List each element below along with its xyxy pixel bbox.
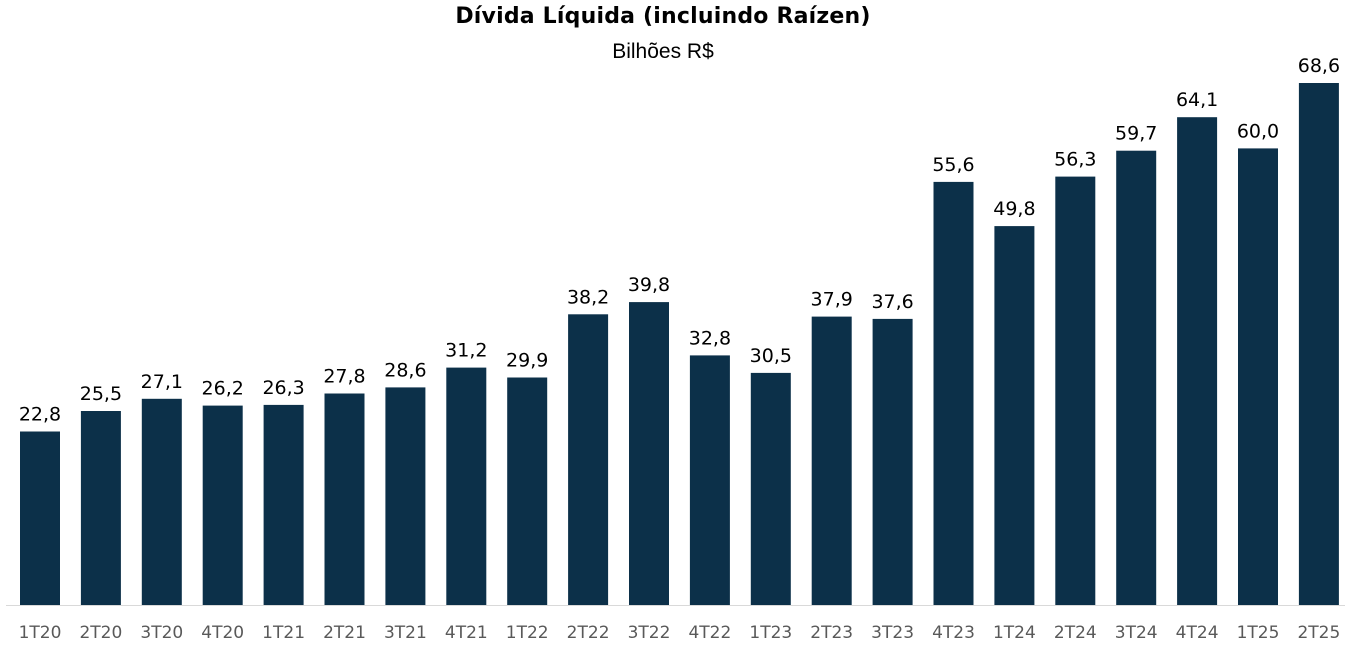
data-label-1T25: 60,0 — [1237, 120, 1279, 142]
bar-3T20 — [141, 398, 182, 605]
data-label-2T21: 27,8 — [323, 366, 365, 388]
data-label-3T23: 37,6 — [871, 291, 913, 313]
data-label-3T21: 28,6 — [384, 359, 426, 381]
bar-4T21 — [446, 367, 487, 605]
data-label-1T24: 49,8 — [993, 198, 1035, 220]
data-label-1T20: 22,8 — [19, 404, 61, 426]
data-label-1T23: 30,5 — [750, 345, 792, 367]
bar-4T23 — [933, 181, 974, 605]
bar-4T22 — [689, 355, 730, 605]
bar-4T20 — [202, 405, 243, 605]
bar-1T21 — [263, 404, 304, 605]
category-label-2T21: 2T21 — [323, 623, 366, 643]
bar-2T22 — [568, 314, 609, 605]
chart-subtitle: Bilhões R$ — [612, 40, 714, 63]
category-label-1T24: 1T24 — [993, 623, 1036, 643]
category-label-3T24: 3T24 — [1115, 623, 1158, 643]
category-label-4T21: 4T21 — [445, 623, 488, 643]
category-label-3T20: 3T20 — [140, 623, 183, 643]
bar-2T25 — [1298, 83, 1339, 605]
bar-3T24 — [1116, 150, 1157, 605]
bar-3T21 — [385, 387, 426, 605]
category-label-1T21: 1T21 — [262, 623, 305, 643]
data-label-2T20: 25,5 — [80, 383, 122, 405]
category-label-1T25: 1T25 — [1237, 623, 1280, 643]
data-label-2T23: 37,9 — [811, 289, 853, 311]
data-label-2T25: 68,6 — [1298, 55, 1340, 77]
bar-2T21 — [324, 393, 365, 605]
bar-3T22 — [629, 302, 669, 605]
category-label-1T20: 1T20 — [19, 623, 62, 643]
bar-1T23 — [750, 372, 791, 605]
category-label-2T23: 2T23 — [810, 623, 853, 643]
category-label-3T21: 3T21 — [384, 623, 427, 643]
bar-1T22 — [507, 377, 548, 605]
bar-3T23 — [872, 318, 913, 605]
category-label-4T24: 4T24 — [1176, 623, 1219, 643]
bar-1T25 — [1238, 148, 1278, 605]
data-label-4T22: 32,8 — [689, 327, 731, 349]
data-label-3T22: 39,8 — [628, 274, 670, 296]
category-label-4T22: 4T22 — [688, 623, 731, 643]
data-label-4T20: 26,2 — [202, 378, 244, 400]
data-label-3T24: 59,7 — [1115, 123, 1157, 145]
category-label-4T23: 4T23 — [932, 623, 975, 643]
category-label-4T20: 4T20 — [201, 623, 244, 643]
bar-2T20 — [80, 411, 121, 605]
category-label-2T24: 2T24 — [1054, 623, 1097, 643]
category-label-3T23: 3T23 — [871, 623, 914, 643]
data-label-1T22: 29,9 — [506, 350, 548, 372]
data-label-3T20: 27,1 — [141, 371, 183, 393]
bar-2T23 — [811, 316, 852, 605]
data-label-4T24: 64,1 — [1176, 89, 1218, 111]
chart-title: Dívida Líquida (incluindo Raízen) — [455, 4, 871, 29]
category-label-2T25: 2T25 — [1297, 623, 1340, 643]
data-label-2T24: 56,3 — [1054, 149, 1096, 171]
category-label-1T22: 1T22 — [506, 623, 549, 643]
bar-4T24 — [1177, 117, 1218, 605]
data-label-4T21: 31,2 — [445, 340, 487, 362]
category-label-1T23: 1T23 — [749, 623, 792, 643]
data-label-4T23: 55,6 — [932, 154, 974, 176]
bar-1T20 — [20, 431, 60, 605]
category-label-3T22: 3T22 — [628, 623, 671, 643]
category-label-2T20: 2T20 — [79, 623, 122, 643]
category-label-2T22: 2T22 — [567, 623, 610, 643]
bar-2T24 — [1055, 176, 1096, 605]
data-label-1T21: 26,3 — [262, 377, 304, 399]
bar-1T24 — [994, 226, 1035, 605]
data-label-2T22: 38,2 — [567, 286, 609, 308]
